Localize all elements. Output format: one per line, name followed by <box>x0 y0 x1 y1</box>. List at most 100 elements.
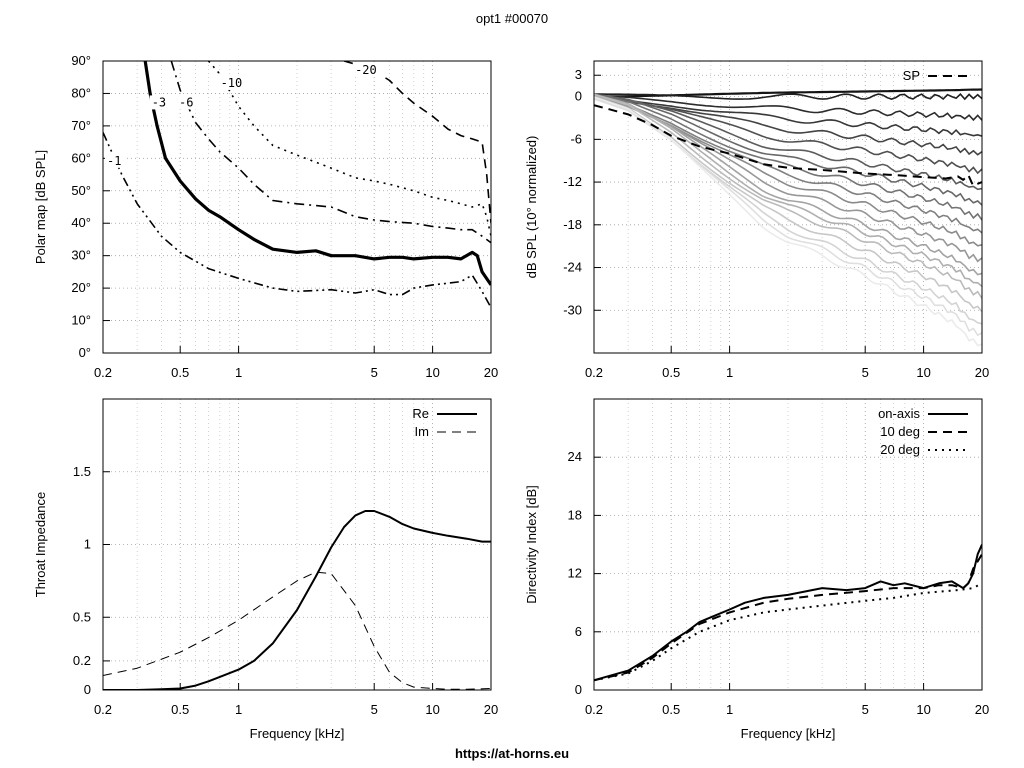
x-tick-label: 5 <box>371 365 378 380</box>
y-tick-label: 18 <box>568 507 582 522</box>
y-axis-label: dB SPL (10° normalized) <box>524 136 539 279</box>
contour-label: -1 <box>107 154 121 168</box>
y-tick-label: 70° <box>71 118 91 133</box>
contour-label-bg <box>149 95 170 110</box>
x-tick-label: 0.5 <box>171 702 189 717</box>
y-tick-label: -6 <box>570 131 582 146</box>
polar-response-curve <box>594 96 982 347</box>
x-tick-label: 5 <box>371 702 378 717</box>
series-line-Re <box>103 510 491 690</box>
x-tick-label: 0.2 <box>585 365 603 380</box>
legend-label: Im <box>415 424 429 439</box>
x-tick-label: 5 <box>862 702 869 717</box>
series-line--1 <box>103 132 491 308</box>
x-tick-label: 0.5 <box>662 702 680 717</box>
y-tick-label: 30° <box>71 248 91 263</box>
contour-label: -20 <box>355 63 377 77</box>
x-tick-label: 1 <box>235 365 242 380</box>
y-tick-label: 0 <box>84 682 91 697</box>
y-tick-label: 0.5 <box>73 609 91 624</box>
contour-label: -3 <box>152 95 166 109</box>
y-tick-label: -30 <box>563 302 582 317</box>
x-tick-label: 10 <box>916 365 930 380</box>
x-tick-label: 20 <box>975 365 989 380</box>
series-line-Im <box>103 571 491 690</box>
contour-label: -6 <box>179 95 193 109</box>
legend-label: SP <box>903 68 920 83</box>
y-tick-label: 80° <box>71 85 91 100</box>
polar-response-curve <box>594 93 982 206</box>
y-tick-label: 24 <box>568 449 582 464</box>
plot-area <box>594 544 982 682</box>
y-tick-label: 0.2 <box>73 653 91 668</box>
y-tick-label: 20° <box>71 280 91 295</box>
y-tick-label: -12 <box>563 174 582 189</box>
polar-response-curve <box>594 95 982 313</box>
series-line--3 <box>143 61 491 286</box>
x-tick-label: 20 <box>484 365 498 380</box>
chart-panel-polar: 0.2 0.5 1 5 10 20 0° 10° 20° 30° 40° 50° 60° 70° 80° 90… <box>33 53 498 380</box>
contour-label: -10 <box>221 76 243 90</box>
y-tick-label: -18 <box>563 217 582 232</box>
x-tick-label: 0.5 <box>171 365 189 380</box>
plot-area <box>103 510 491 690</box>
polar-response-curve <box>594 95 982 276</box>
plot-area <box>594 88 982 347</box>
plot-frame <box>102 60 492 354</box>
y-tick-label: 0 <box>575 682 582 697</box>
polar-response-curve <box>594 94 982 221</box>
legend-label: 10 deg <box>880 424 920 439</box>
y-tick-label: 1 <box>84 537 91 552</box>
y-tick-label: 60° <box>71 150 91 165</box>
legend-label: 20 deg <box>880 442 920 457</box>
x-tick-label: 10 <box>425 365 439 380</box>
series-line--10 <box>207 61 491 237</box>
y-tick-label: 10° <box>71 313 91 328</box>
y-tick-label: 3 <box>575 67 582 82</box>
y-tick-label: 40° <box>71 215 91 230</box>
figure-title: opt1 #00070 <box>476 11 548 26</box>
x-tick-label: 1 <box>726 365 733 380</box>
x-tick-label: 0.2 <box>585 702 603 717</box>
series-line-SP <box>594 104 982 187</box>
plot-frame <box>102 398 492 691</box>
y-tick-label: 90° <box>71 53 91 68</box>
footer-url: https://at-horns.eu <box>455 746 569 761</box>
x-tick-label: 1 <box>726 702 733 717</box>
x-tick-label: 5 <box>862 365 869 380</box>
x-tick-label: 1 <box>235 702 242 717</box>
x-tick-label: 0.2 <box>94 365 112 380</box>
x-tick-label: 20 <box>484 702 498 717</box>
x-tick-label: 10 <box>916 702 930 717</box>
plot-frame <box>593 60 983 354</box>
x-tick-label: 10 <box>425 702 439 717</box>
contour-label-bg <box>218 75 247 90</box>
y-tick-label: 0 <box>575 89 582 104</box>
x-axis-label: Frequency [kHz] <box>741 726 836 741</box>
series-line--6 <box>170 61 491 244</box>
series-line--20 <box>343 61 491 224</box>
contour-label-bg <box>176 95 197 110</box>
x-axis-label: Frequency [kHz] <box>250 726 345 741</box>
polar-response-curve <box>594 93 982 288</box>
legend-label: Re <box>412 406 429 421</box>
legend-label: on-axis <box>878 406 920 421</box>
x-tick-label: 0.5 <box>662 365 680 380</box>
plot-area: -1 -3 -6 -10 -20 <box>103 61 491 308</box>
polar-response-curve <box>594 93 982 101</box>
y-tick-label: 1.5 <box>73 464 91 479</box>
plot-frame <box>593 398 983 691</box>
x-tick-label: 20 <box>975 702 989 717</box>
polar-response-curve <box>594 97 982 137</box>
polar-response-curve <box>594 94 982 122</box>
polar-response-curve <box>594 96 982 234</box>
x-tick-label: 0.2 <box>94 702 112 717</box>
y-tick-label: 0° <box>79 345 91 360</box>
y-tick-label: -24 <box>563 260 582 275</box>
contour-label-bg <box>353 62 382 77</box>
y-axis-label: Throat Impedance <box>33 492 48 598</box>
y-axis-label: Polar map [dB SPL] <box>33 150 48 264</box>
